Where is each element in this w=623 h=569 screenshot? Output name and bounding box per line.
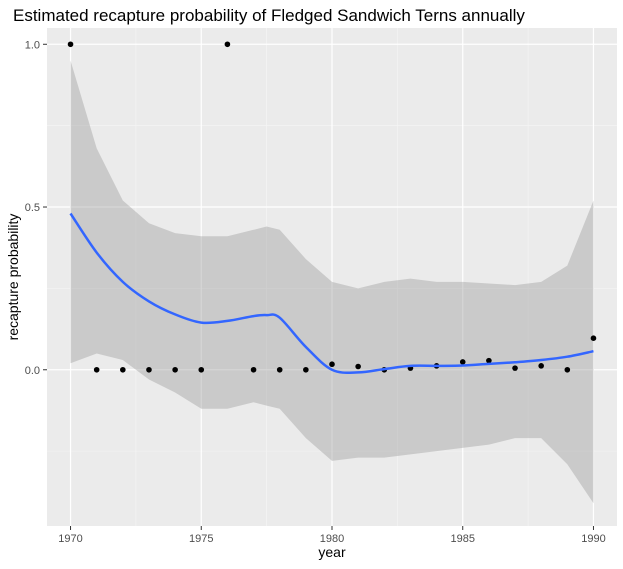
data-point	[459, 359, 466, 365]
data-point	[329, 361, 335, 368]
chart-title: Estimated recapture probability of Fledg…	[13, 6, 525, 25]
y-axis-label: recapture probability	[5, 214, 21, 341]
data-point	[120, 366, 126, 373]
x-tick-label: 1975	[189, 533, 213, 545]
data-point	[303, 366, 309, 373]
smooth-line	[69, 212, 594, 374]
data-point	[355, 363, 361, 370]
confidence-ribbon-layer	[70, 60, 594, 504]
y-tick-label: 0.0	[25, 365, 40, 377]
data-point	[590, 335, 597, 341]
data-point	[564, 366, 571, 373]
x-axis: 1970 1975 1980 1985 1990	[58, 526, 606, 545]
x-tick-label: 1980	[320, 533, 344, 545]
y-tick-label: 0.5	[25, 202, 40, 214]
major-grid	[47, 28, 617, 526]
x-tick-label: 1990	[581, 533, 605, 545]
data-point	[486, 357, 492, 364]
data-point	[67, 41, 74, 48]
data-point	[93, 366, 100, 373]
confidence-ribbon	[70, 60, 594, 504]
data-point	[198, 366, 205, 373]
x-tick-label: 1970	[58, 533, 82, 545]
x-axis-label: year	[318, 544, 346, 560]
data-point	[250, 366, 257, 373]
data-point	[172, 366, 178, 373]
data-point	[276, 366, 283, 373]
y-axis: 0.0 0.5 1.0	[25, 39, 47, 377]
smooth-line-layer	[69, 212, 594, 374]
y-tick-label: 1.0	[25, 39, 40, 51]
data-point	[224, 41, 231, 48]
data-point	[146, 366, 152, 373]
x-tick-label: 1985	[450, 533, 474, 545]
data-point	[512, 365, 518, 371]
data-point	[538, 363, 544, 369]
